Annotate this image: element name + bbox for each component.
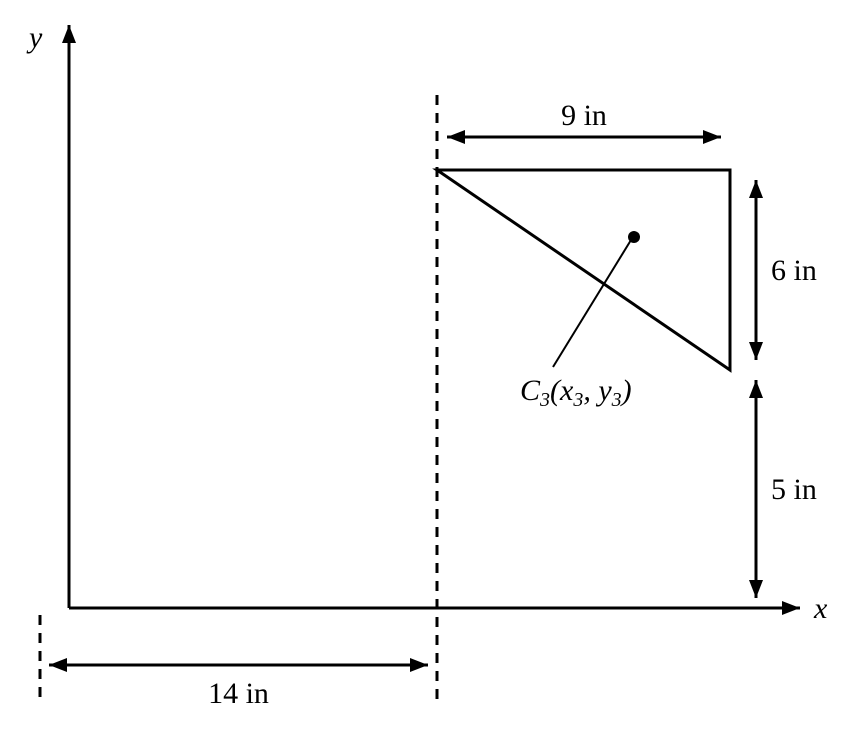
- dim-6-label: 6 in: [771, 254, 817, 287]
- triangle-shape: [437, 170, 730, 370]
- y-axis-label: y: [26, 21, 43, 54]
- centroid-leader: [553, 240, 631, 367]
- centroid-label: C3(x3, y3): [520, 374, 632, 411]
- dim-5-label: 5 in: [771, 473, 817, 506]
- dim-14-label: 14 in: [208, 677, 269, 710]
- x-axis-label: x: [813, 592, 828, 625]
- dim-9-label: 9 in: [561, 99, 607, 132]
